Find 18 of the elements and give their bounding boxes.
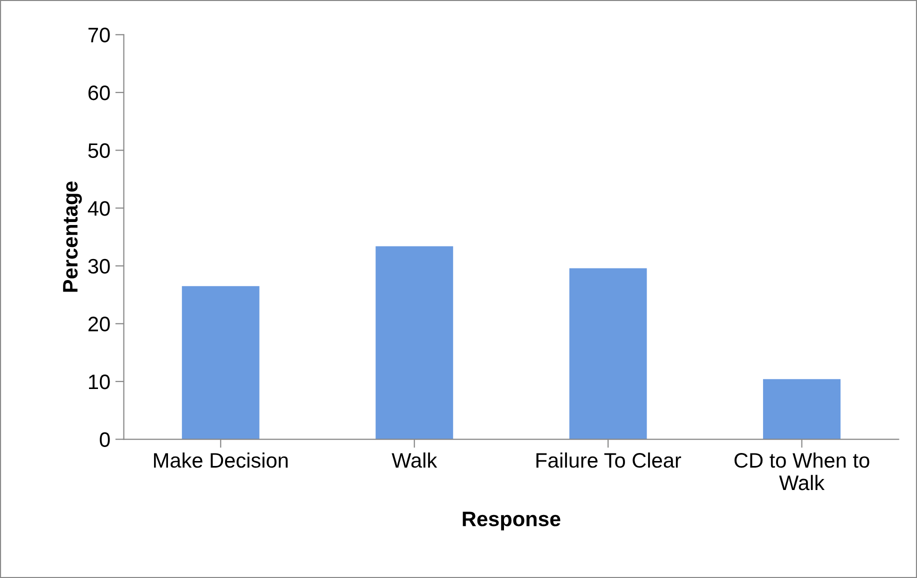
bar <box>569 268 647 440</box>
x-tick-label: Walk <box>392 452 438 468</box>
x-tick-label: Make Decision <box>154 452 288 468</box>
bar <box>182 286 260 440</box>
y-tick-label: 70 <box>88 28 110 42</box>
y-tick-label: 40 <box>88 201 110 216</box>
bar <box>763 379 841 440</box>
y-tick-label: 20 <box>88 316 110 332</box>
y-tick-label: 30 <box>88 258 110 274</box>
x-axis-title: Response <box>462 512 560 530</box>
x-tick-label: CD to When to Walk <box>734 452 870 490</box>
y-tick-label: 10 <box>89 374 110 390</box>
y-tick-label: 0 <box>100 432 110 448</box>
y-axis-title: Percentage <box>63 182 82 292</box>
y-tick-label: 50 <box>88 143 110 158</box>
y-tick-label: 60 <box>88 85 110 100</box>
x-tick-label: Failure To Clear <box>536 452 682 468</box>
bar <box>376 246 454 440</box>
